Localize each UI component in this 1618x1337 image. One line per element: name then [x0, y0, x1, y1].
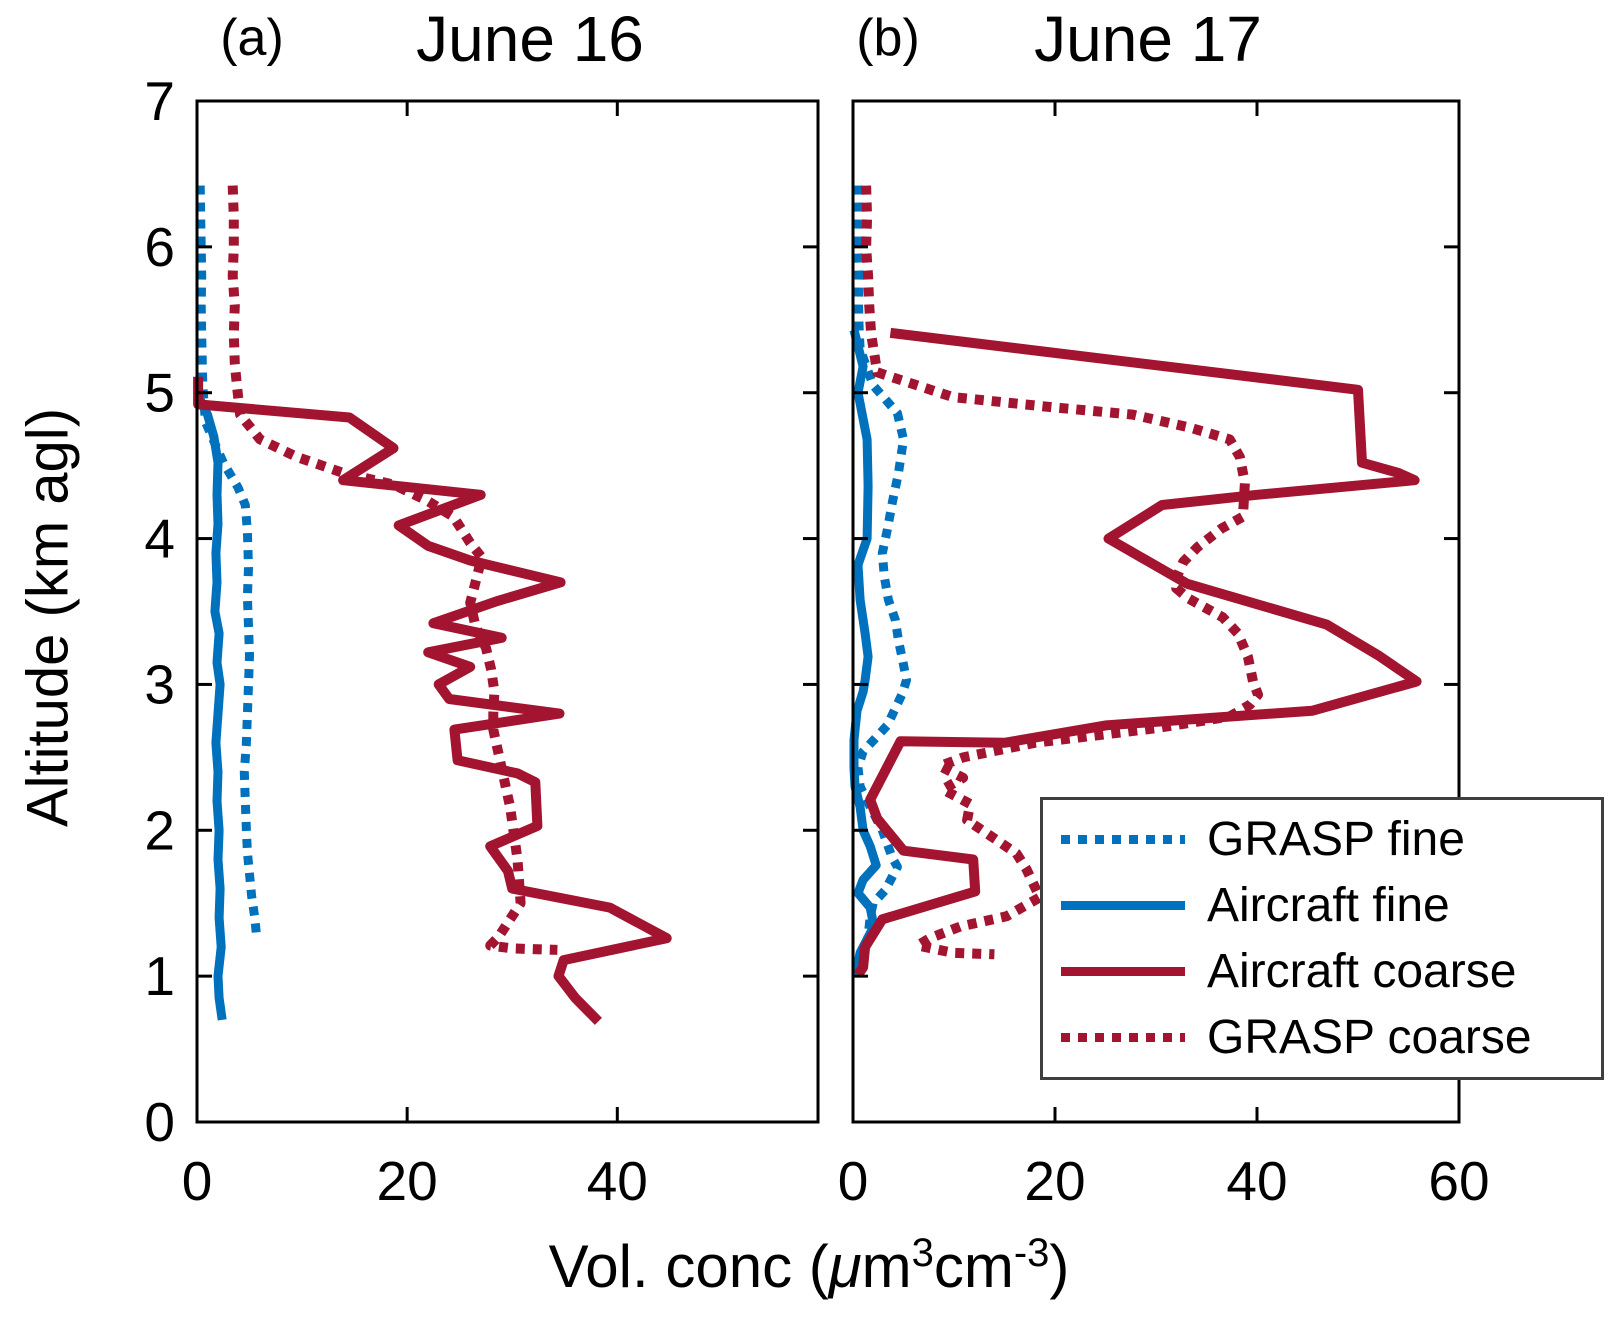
series-aircraft-fine	[849, 328, 881, 976]
panel-a-tag: (a)	[220, 9, 284, 67]
x-tick-label: 0	[182, 1150, 213, 1212]
x-tick-label: 40	[587, 1150, 648, 1212]
x-tick-label: 40	[1226, 1150, 1287, 1212]
legend-item-grasp-coarse: GRASP coarse	[1043, 1007, 1601, 1069]
legend-item-aircraft-coarse: Aircraft coarse	[1043, 941, 1601, 1003]
x-tick-label: 0	[838, 1150, 869, 1212]
aircraft-coarse-line-sample	[1061, 967, 1185, 977]
panel-b-title: June 17	[1034, 3, 1262, 75]
x-axis-label: Vol. conc (μm3cm-3)	[548, 1231, 1070, 1300]
y-tick-label: 3	[144, 653, 175, 715]
y-tick-label: 0	[144, 1091, 175, 1153]
mu-symbol: μ	[828, 1233, 862, 1300]
series-grasp-coarse	[861, 185, 1263, 960]
aircraft-fine-line-sample	[1061, 900, 1185, 910]
grasp-fine-line-sample	[1061, 834, 1185, 844]
series-aircraft-fine	[194, 389, 227, 1021]
legend-item-grasp-fine: GRASP fine	[1043, 808, 1601, 870]
y-tick-label: 1	[144, 945, 175, 1007]
y-tick-label: 6	[144, 216, 175, 278]
series-grasp-coarse	[227, 185, 558, 955]
axes-box	[851, 99, 1461, 1124]
series-aircraft-coarse	[193, 376, 672, 1025]
x-tick-label: 20	[1024, 1150, 1085, 1212]
grasp-coarse-line-sample	[1061, 1033, 1185, 1043]
x-tick-label: 20	[377, 1150, 438, 1212]
y-axis-label: Altitude (km agl)	[15, 407, 81, 828]
panel-a-title: June 16	[416, 3, 644, 75]
y-tick-label: 2	[144, 799, 175, 861]
y-tick-label: 7	[144, 70, 175, 132]
series-aircraft-coarse	[853, 327, 1422, 978]
axes-box	[195, 99, 820, 1124]
legend-item-aircraft-fine: Aircraft fine	[1043, 874, 1601, 936]
legend: GRASP fine Aircraft fine Aircraft coarse…	[1040, 797, 1604, 1080]
x-tick-label: 60	[1428, 1150, 1489, 1212]
y-tick-label: 4	[144, 508, 175, 570]
y-tick-label: 5	[144, 362, 175, 424]
series-grasp-fine	[195, 185, 262, 941]
panel-b-tag: (b)	[856, 9, 920, 67]
